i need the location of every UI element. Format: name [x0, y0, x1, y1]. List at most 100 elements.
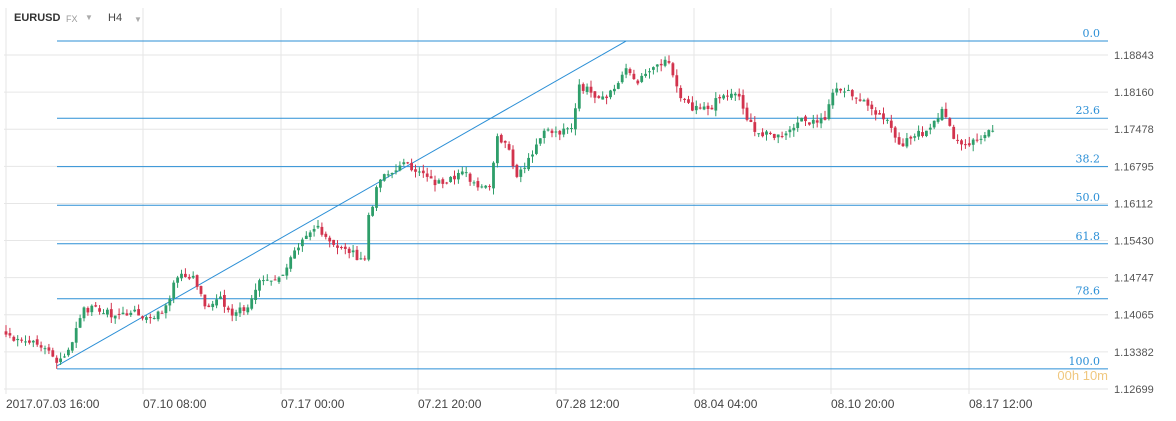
candle [558, 130, 562, 141]
candle [566, 127, 569, 134]
candle [457, 169, 460, 184]
candle [215, 294, 218, 309]
candle [187, 274, 191, 281]
symbol-label[interactable]: EURUSD [14, 12, 61, 24]
candle-body [394, 170, 398, 172]
candle [609, 89, 612, 100]
candle-body [250, 298, 254, 309]
candle [991, 124, 995, 133]
candle-body [503, 140, 507, 143]
candle [8, 327, 12, 339]
candle-body [687, 99, 690, 103]
candle-body [570, 128, 573, 130]
candle [55, 355, 59, 369]
candle [878, 110, 881, 115]
y-tick-label: 1.12699 [1114, 384, 1154, 396]
candle-body [515, 164, 519, 177]
candle [375, 185, 378, 212]
candle [706, 102, 710, 116]
candle [905, 132, 909, 149]
candle [542, 128, 546, 144]
candle [406, 161, 410, 165]
candle [694, 100, 698, 115]
candle-body [901, 143, 905, 147]
timeframe-selector[interactable]: H4 [108, 12, 123, 24]
candle-body [316, 225, 320, 228]
market-selector[interactable]: FX [66, 14, 78, 24]
candle-body [882, 113, 885, 120]
candle [230, 304, 234, 322]
candle-body [706, 105, 710, 109]
chart-toolbar: EURUSD FX ▼ H4 ▼ [0, 0, 300, 30]
candle [850, 89, 854, 101]
grid-lines [4, 8, 1108, 394]
candle-body [98, 308, 101, 312]
y-tick-label: 1.14747 [1114, 273, 1154, 285]
candle [827, 99, 831, 121]
candle-body [28, 340, 31, 343]
candle [710, 104, 714, 110]
candle [113, 315, 117, 324]
candle-body [886, 119, 889, 121]
candle-body [589, 86, 593, 93]
candle-body [772, 133, 776, 138]
candle-body [94, 305, 98, 307]
candle-body [854, 97, 858, 99]
candle [753, 116, 757, 137]
candle-body [792, 127, 796, 131]
candle [293, 247, 296, 259]
candle [987, 129, 991, 138]
candle [35, 335, 39, 347]
candle-body [246, 307, 250, 313]
candle-body [199, 286, 203, 294]
candle-body [375, 187, 378, 208]
candle-body [359, 258, 363, 260]
candle [733, 92, 737, 101]
candle [769, 131, 772, 135]
candle-body [16, 338, 20, 341]
candle-body [663, 59, 667, 66]
candle-body [823, 117, 827, 120]
candle [67, 347, 70, 357]
candle-body [35, 339, 39, 345]
candle [121, 306, 125, 315]
candle [698, 103, 702, 110]
candle [425, 167, 429, 182]
market-dropdown-icon[interactable]: ▼ [85, 13, 93, 22]
candle [390, 172, 394, 179]
candle-body [609, 90, 612, 98]
candle-body [347, 248, 351, 254]
candle [663, 56, 667, 68]
candle [203, 294, 207, 310]
candle [28, 335, 31, 345]
candle [394, 164, 398, 175]
candle [336, 240, 339, 255]
candle-body [804, 116, 807, 122]
candle [971, 138, 975, 152]
candle [367, 212, 371, 262]
candle [675, 69, 679, 93]
candle [917, 125, 920, 140]
candle [858, 93, 862, 102]
candle [74, 321, 78, 348]
candle [691, 96, 694, 112]
y-tick-label: 1.13382 [1114, 347, 1154, 359]
candle [437, 178, 441, 184]
candle-body [562, 128, 566, 135]
candle-body [86, 308, 90, 313]
candle-body [8, 333, 12, 336]
candle [468, 172, 472, 186]
candle [874, 107, 878, 121]
candle [184, 268, 187, 278]
candle [550, 128, 554, 138]
candle-body [683, 98, 686, 100]
y-tick-label: 1.16112 [1114, 198, 1153, 210]
candle-body [507, 144, 511, 150]
candle [94, 302, 98, 308]
timeframe-dropdown-icon[interactable]: ▼ [134, 15, 142, 24]
candle [31, 339, 35, 348]
candle-body [476, 181, 480, 188]
candle-body [983, 135, 987, 139]
candle [234, 309, 238, 321]
